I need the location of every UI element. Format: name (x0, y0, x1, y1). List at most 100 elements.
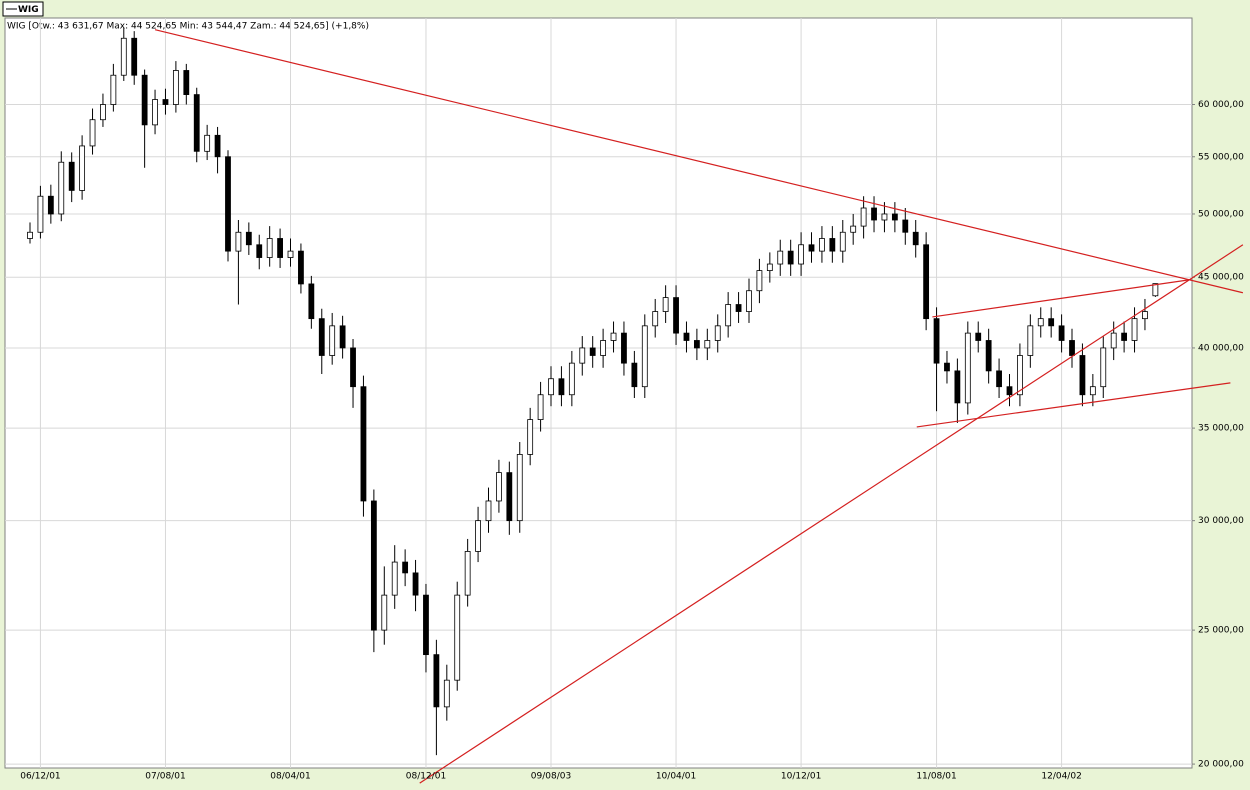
candle-body (516, 454, 523, 522)
legend-label: WIG (18, 5, 39, 15)
y-tick-label: 30 000,00 (1198, 516, 1244, 526)
x-tick-label: 11/08/01 (916, 772, 956, 782)
candle-body (329, 325, 336, 356)
x-tick-label: 12/04/02 (1041, 772, 1081, 782)
candle-body (912, 231, 919, 246)
x-tick-label: 06/12/01 (20, 772, 60, 782)
candles (27, 27, 1159, 756)
legend-box (2, 1, 44, 17)
candle-body (162, 99, 169, 105)
grid (5, 18, 1195, 768)
trendline (916, 382, 1231, 428)
candle-body (27, 231, 33, 239)
candle-body (464, 551, 471, 596)
candle-body (975, 332, 982, 341)
candle-body (621, 332, 627, 364)
candle-body (1110, 332, 1117, 349)
y-tick-label: 55 000,00 (1198, 152, 1244, 162)
candle-body (350, 347, 356, 388)
candle-body (798, 244, 804, 265)
candle-body (287, 250, 294, 258)
candle-body (339, 325, 346, 349)
trendline (154, 29, 1244, 294)
candle-body (266, 238, 273, 258)
candle-body (662, 297, 669, 312)
candle-body (944, 362, 950, 372)
candle-body (829, 238, 836, 252)
y-tick-label: 40 000,00 (1198, 343, 1244, 353)
candle-body (47, 195, 54, 215)
candle-body (537, 394, 544, 420)
candle-body (1006, 386, 1013, 396)
candle-body (902, 219, 909, 233)
candle-body (871, 207, 877, 221)
candle-body (839, 231, 846, 252)
candle-body (183, 70, 190, 95)
candle-body (808, 244, 815, 252)
candle-body (527, 419, 534, 455)
candle-body (475, 520, 481, 552)
plot-area (4, 17, 1193, 769)
trendlines (154, 29, 1244, 784)
candle-body (506, 472, 513, 522)
candle-body (1131, 318, 1138, 341)
candle-body (454, 594, 461, 681)
candle-body (1100, 347, 1107, 388)
candle-body (568, 362, 575, 396)
candle-body (641, 325, 648, 388)
candle-body (152, 99, 158, 126)
candle-body (683, 332, 690, 341)
candle-body (933, 318, 940, 364)
candle-body (100, 104, 106, 121)
candle-body (172, 70, 179, 105)
candle-body (766, 263, 773, 271)
candle-body (1037, 318, 1044, 327)
candle-body (360, 386, 367, 502)
candle-body (298, 250, 304, 285)
candle-body (579, 347, 586, 364)
candle-body (37, 195, 44, 233)
candle-body (485, 500, 492, 522)
candle-body (402, 561, 409, 574)
x-tick-label: 08/12/01 (406, 772, 446, 782)
candle-body (89, 119, 96, 147)
candle-body (704, 340, 711, 349)
candle-body (777, 250, 784, 265)
candle-body (850, 225, 857, 233)
candle-body (214, 134, 221, 158)
candle-body (370, 500, 377, 631)
candle-body (79, 145, 86, 191)
candle-body (891, 213, 898, 221)
candle-body (423, 594, 429, 656)
x-tick-label: 07/08/01 (145, 772, 185, 782)
candle-body (391, 561, 398, 596)
y-tick-label: 20 000,00 (1198, 760, 1244, 770)
candle-body (1069, 340, 1075, 356)
candle-body (412, 572, 419, 596)
candle-body (881, 213, 888, 221)
candle-body (204, 134, 211, 152)
candle-body (110, 74, 117, 105)
x-tick-label: 10/04/01 (656, 772, 696, 782)
candle-body (964, 332, 971, 404)
candle-body (735, 304, 742, 312)
y-tick-label: 50 000,00 (1198, 209, 1244, 219)
candle-body (652, 311, 659, 327)
candle-body (141, 74, 148, 126)
x-tick-label: 10/12/01 (781, 772, 821, 782)
candle-body (318, 318, 325, 356)
candle-body (68, 161, 75, 191)
candle-body (443, 679, 450, 708)
y-tick-label: 60 000,00 (1198, 100, 1244, 110)
candle-body (548, 378, 554, 396)
candle-body (193, 94, 200, 152)
x-tick-label: 08/04/01 (270, 772, 310, 782)
candle-body (1017, 355, 1023, 396)
candle-body (1142, 311, 1148, 320)
candle-body (433, 654, 440, 708)
candle-body (225, 156, 231, 252)
candle-body (819, 238, 825, 252)
candle-body (381, 594, 388, 631)
candle-body (860, 207, 867, 227)
